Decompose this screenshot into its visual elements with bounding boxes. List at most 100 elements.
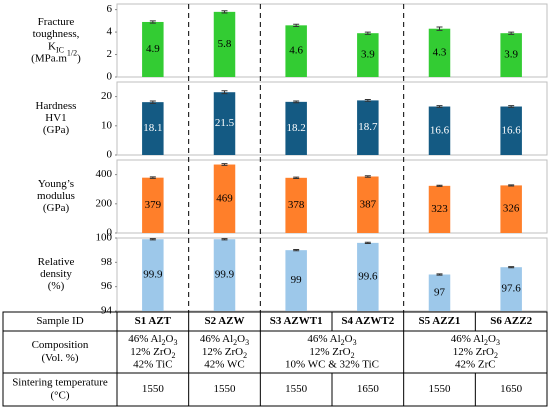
composition-cell-sub: 2 (351, 351, 355, 360)
value-label: 4.6 (289, 45, 303, 57)
row-label: Composition (32, 339, 89, 351)
y-tick-label: 6 (107, 3, 113, 15)
composition-cell-part: 46% Al (200, 333, 233, 345)
composition-cell-sub: 3 (173, 338, 177, 347)
y-axis-title-part: ) (77, 52, 81, 64)
y-axis-title: Relative (38, 256, 75, 268)
sintering-cell: 1550 (285, 383, 308, 395)
table-frame (2, 311, 548, 407)
value-label: 326 (503, 203, 520, 215)
bar (285, 250, 307, 311)
value-label: 469 (216, 192, 233, 204)
sintering-cell: 1550 (429, 383, 452, 395)
value-label: 18.1 (143, 122, 162, 134)
composition-cell-sub: 2 (171, 351, 175, 360)
composition-cell-part: O (237, 333, 245, 345)
bar (357, 242, 379, 311)
table-header: S1 AZT (135, 315, 172, 327)
value-label: 4.9 (146, 43, 160, 55)
y-axis-title: (GPa) (43, 202, 70, 214)
y-tick-label: 2 (107, 48, 113, 60)
composition-cell: 12% ZrO2 (130, 346, 175, 361)
table-header: S6 AZZ2 (490, 315, 532, 327)
table-header: S4 AZWT2 (341, 315, 394, 327)
composition-cell-sub: 3 (353, 338, 357, 347)
composition-cell-part: 46% Al (451, 333, 484, 345)
y-tick-label: 20 (101, 90, 113, 102)
bar (428, 185, 451, 233)
bar (285, 177, 307, 233)
y-axis-title: (GPa) (43, 124, 70, 136)
y-axis-title-sub: IC (56, 46, 64, 55)
composition-cell: 46% Al2O3 (307, 333, 356, 348)
error-bar (508, 105, 515, 108)
y-tick-label: 0 (107, 227, 113, 239)
composition-cell-part: O (166, 333, 174, 345)
plot-frame (116, 237, 548, 312)
composition-cell-part: O (488, 333, 496, 345)
composition-cell-part: 46% Al (128, 333, 161, 345)
y-axis-title: (%) (48, 280, 65, 292)
row-label: Sintering temperature (12, 377, 108, 389)
bar (142, 102, 164, 155)
value-label: 4.3 (433, 46, 447, 58)
y-axis-title-sup: 1/2 (67, 49, 77, 58)
value-label: 97.6 (502, 283, 522, 295)
bar (500, 33, 522, 77)
composition-cell: 10% WC & 32% TiC (285, 359, 379, 371)
y-tick-label: 96 (101, 280, 113, 292)
error-bar (149, 100, 156, 104)
value-label: 5.8 (218, 38, 232, 50)
composition-cell: 42% ZrC (455, 359, 496, 371)
error-bar (436, 184, 443, 187)
bar (213, 92, 236, 155)
error-bar (436, 273, 443, 276)
value-label: 379 (145, 199, 162, 211)
y-tick-label: 200 (96, 197, 113, 209)
sintering-cell: 1650 (357, 383, 380, 395)
plot-frame (116, 81, 548, 156)
composition-cell: 42% WC (204, 359, 244, 371)
bar (285, 101, 307, 155)
table-header: Sample ID (36, 315, 83, 327)
y-axis-title-part: K (48, 40, 56, 52)
y-tick-label: 10 (101, 119, 113, 131)
bar (357, 100, 379, 155)
row-label: (°C) (50, 390, 69, 402)
y-tick-label: 94 (101, 305, 113, 317)
value-label: 16.6 (502, 124, 522, 136)
bar (213, 11, 236, 77)
y-axis-title: Fracture (38, 16, 75, 28)
composition-cell: 46% Al2O3 (128, 333, 177, 348)
error-bar (293, 249, 300, 252)
table-header: S2 AZW (204, 315, 244, 327)
sintering-cell: 1650 (500, 383, 523, 395)
composition-cell-sub: 2 (484, 338, 488, 347)
composition-cell: 12% ZrO2 (309, 346, 354, 361)
composition-cell-part: O (345, 333, 353, 345)
error-bar (436, 105, 443, 108)
error-bar (221, 238, 228, 241)
composition-cell: 12% ZrO2 (202, 346, 247, 361)
y-tick-label: 4 (107, 26, 113, 38)
value-label: 99.6 (358, 270, 378, 282)
y-axis-title: (MPa.m1/2) (31, 49, 81, 64)
error-bar (364, 175, 371, 178)
error-bar (364, 241, 371, 244)
bar (500, 106, 522, 155)
y-tick-label: 400 (96, 168, 113, 180)
composition-cell-sub: 2 (494, 351, 498, 360)
y-tick-label: 0 (107, 149, 113, 161)
y-tick-label: 0 (107, 71, 113, 83)
error-bar (149, 176, 156, 179)
value-label: 97 (434, 286, 446, 298)
y-axis-title: Hardness (36, 100, 77, 112)
y-axis-title-part: (MPa.m (31, 52, 67, 64)
bar (213, 239, 236, 311)
value-label: 18.2 (287, 122, 306, 134)
y-axis-title: Young’s (38, 178, 74, 190)
sintering-cell: 1550 (142, 383, 165, 395)
bar (428, 274, 451, 311)
plot-frame (116, 159, 548, 234)
bar (142, 21, 164, 77)
